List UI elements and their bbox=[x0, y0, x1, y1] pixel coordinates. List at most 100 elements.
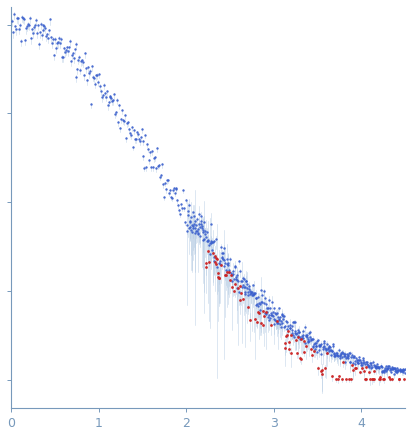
Point bbox=[28, 35, 34, 42]
Point bbox=[139, 138, 146, 145]
Point bbox=[28, 26, 35, 33]
Point bbox=[302, 342, 309, 349]
Point bbox=[322, 345, 329, 352]
Point bbox=[361, 368, 368, 375]
Point bbox=[112, 110, 119, 117]
Point bbox=[199, 237, 206, 244]
Point bbox=[22, 37, 28, 44]
Point bbox=[117, 125, 124, 132]
Point bbox=[319, 371, 325, 378]
Point bbox=[324, 350, 331, 357]
Point bbox=[334, 349, 340, 356]
Point bbox=[185, 208, 191, 215]
Point bbox=[397, 368, 404, 375]
Point bbox=[290, 332, 297, 339]
Point bbox=[241, 283, 248, 290]
Point bbox=[30, 24, 37, 31]
Point bbox=[235, 277, 241, 284]
Point bbox=[351, 352, 358, 359]
Point bbox=[259, 292, 265, 299]
Point bbox=[277, 323, 284, 330]
Point bbox=[304, 331, 310, 338]
Point bbox=[36, 29, 43, 36]
Point bbox=[339, 353, 345, 360]
Point bbox=[246, 291, 253, 298]
Point bbox=[386, 363, 392, 370]
Point bbox=[228, 277, 235, 284]
Point bbox=[397, 367, 403, 374]
Point bbox=[208, 239, 215, 246]
Point bbox=[96, 82, 103, 89]
Point bbox=[271, 316, 278, 323]
Point bbox=[125, 118, 131, 125]
Point bbox=[334, 352, 341, 359]
Point bbox=[297, 354, 304, 361]
Point bbox=[229, 270, 236, 277]
Point bbox=[53, 44, 59, 51]
Point bbox=[287, 321, 294, 328]
Point bbox=[66, 44, 72, 51]
Point bbox=[61, 49, 68, 56]
Point bbox=[388, 368, 395, 375]
Point bbox=[33, 16, 39, 23]
Point bbox=[358, 360, 364, 367]
Point bbox=[362, 376, 368, 383]
Point bbox=[358, 361, 365, 368]
Point bbox=[335, 353, 341, 360]
Point bbox=[325, 344, 332, 351]
Point bbox=[222, 271, 229, 278]
Point bbox=[349, 362, 356, 369]
Point bbox=[343, 354, 349, 361]
Point bbox=[255, 309, 262, 316]
Point bbox=[314, 337, 321, 344]
Point bbox=[269, 298, 275, 305]
Point bbox=[389, 365, 396, 372]
Point bbox=[360, 359, 367, 366]
Point bbox=[244, 284, 250, 291]
Point bbox=[391, 364, 397, 371]
Point bbox=[336, 373, 342, 380]
Point bbox=[225, 261, 232, 268]
Point bbox=[19, 14, 26, 21]
Point bbox=[210, 254, 217, 261]
Point bbox=[258, 320, 264, 327]
Point bbox=[396, 376, 403, 383]
Point bbox=[243, 277, 249, 284]
Point bbox=[400, 368, 406, 375]
Point bbox=[227, 271, 234, 278]
Point bbox=[315, 365, 321, 372]
Point bbox=[361, 360, 368, 367]
Point bbox=[212, 254, 219, 261]
Point bbox=[220, 255, 227, 262]
Point bbox=[187, 218, 194, 225]
Point bbox=[215, 273, 221, 280]
Point bbox=[158, 172, 164, 179]
Point bbox=[219, 250, 225, 257]
Point bbox=[349, 351, 355, 358]
Point bbox=[280, 316, 287, 323]
Point bbox=[250, 291, 257, 298]
Point bbox=[211, 257, 217, 264]
Point bbox=[384, 364, 391, 371]
Point bbox=[339, 350, 346, 357]
Point bbox=[383, 366, 390, 373]
Point bbox=[206, 241, 212, 248]
Point bbox=[356, 368, 363, 375]
Point bbox=[103, 87, 110, 94]
Point bbox=[208, 240, 215, 247]
Point bbox=[329, 347, 336, 354]
Point bbox=[194, 231, 201, 238]
Point bbox=[166, 189, 172, 196]
Point bbox=[326, 342, 332, 349]
Point bbox=[186, 225, 192, 232]
Point bbox=[323, 347, 329, 354]
Point bbox=[223, 261, 230, 268]
Point bbox=[373, 364, 380, 371]
Point bbox=[219, 255, 226, 262]
Point bbox=[375, 365, 382, 372]
Point bbox=[333, 376, 339, 383]
Point bbox=[272, 317, 279, 324]
Point bbox=[179, 205, 186, 212]
Point bbox=[59, 53, 65, 60]
Point bbox=[372, 363, 379, 370]
